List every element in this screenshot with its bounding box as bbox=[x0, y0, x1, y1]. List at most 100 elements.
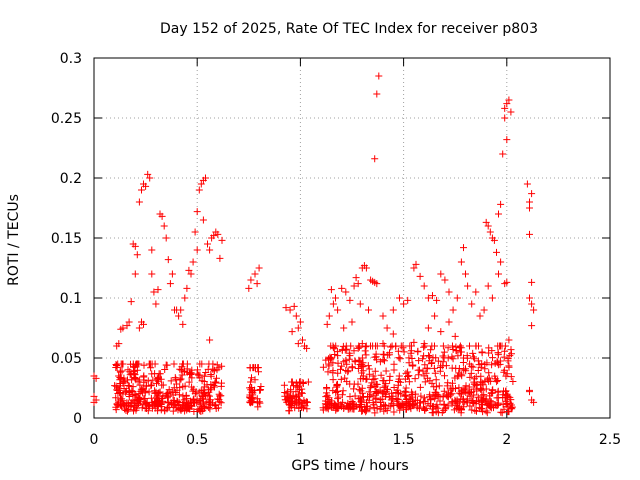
data-point bbox=[433, 296, 441, 304]
data-point bbox=[507, 404, 515, 412]
data-point bbox=[460, 395, 467, 403]
data-point bbox=[383, 386, 391, 394]
data-point bbox=[393, 400, 401, 408]
data-point bbox=[478, 405, 486, 413]
data-point bbox=[213, 374, 220, 382]
data-point bbox=[490, 236, 498, 244]
data-point bbox=[363, 375, 371, 383]
data-point bbox=[370, 403, 378, 411]
data-point bbox=[186, 369, 194, 377]
data-point bbox=[504, 357, 512, 365]
data-point bbox=[342, 367, 350, 374]
data-point bbox=[389, 392, 397, 400]
data-point bbox=[466, 402, 474, 410]
data-point bbox=[387, 343, 395, 351]
data-point bbox=[352, 274, 360, 282]
data-point bbox=[380, 351, 388, 359]
data-point bbox=[355, 386, 363, 394]
data-point bbox=[485, 374, 493, 382]
data-point bbox=[323, 384, 331, 391]
data-point bbox=[486, 228, 494, 236]
data-point bbox=[414, 347, 422, 355]
data-point bbox=[197, 387, 205, 395]
data-point bbox=[90, 392, 98, 400]
data-point bbox=[331, 351, 339, 358]
data-point bbox=[372, 350, 380, 358]
data-point bbox=[365, 370, 373, 378]
data-point bbox=[467, 369, 475, 377]
data-point bbox=[449, 306, 457, 314]
data-point bbox=[342, 342, 350, 350]
data-point bbox=[435, 382, 443, 390]
data-point bbox=[365, 306, 372, 314]
data-point bbox=[371, 367, 379, 375]
data-point bbox=[431, 369, 439, 377]
data-point bbox=[451, 332, 459, 340]
data-point bbox=[502, 397, 510, 405]
data-point bbox=[406, 342, 414, 350]
data-point bbox=[367, 391, 375, 399]
data-point bbox=[508, 403, 516, 411]
data-point bbox=[485, 402, 493, 410]
data-point bbox=[217, 382, 225, 390]
data-point bbox=[215, 364, 223, 372]
data-point bbox=[338, 362, 346, 370]
data-point bbox=[485, 369, 493, 377]
data-point bbox=[448, 390, 456, 398]
data-point bbox=[421, 378, 429, 386]
x-axis-title: GPS time / hours bbox=[291, 458, 408, 474]
data-point bbox=[123, 322, 131, 330]
data-point bbox=[206, 246, 214, 254]
data-point bbox=[373, 280, 381, 288]
data-point bbox=[452, 401, 460, 409]
data-point bbox=[206, 405, 214, 413]
data-point bbox=[432, 408, 440, 416]
data-point bbox=[443, 382, 451, 390]
data-point bbox=[503, 370, 511, 378]
data-point bbox=[298, 389, 306, 397]
data-point bbox=[214, 230, 222, 238]
x-tick-label: 0.5 bbox=[186, 432, 208, 448]
data-point bbox=[462, 367, 470, 375]
data-point bbox=[133, 251, 141, 259]
data-point bbox=[166, 280, 174, 288]
data-point bbox=[394, 389, 402, 397]
x-tick-label: 2 bbox=[502, 432, 511, 448]
data-point bbox=[461, 385, 469, 393]
data-point bbox=[371, 409, 379, 417]
data-point bbox=[411, 375, 419, 383]
y-tick-label: 0.15 bbox=[51, 231, 82, 247]
data-point bbox=[457, 387, 465, 395]
data-point bbox=[178, 371, 186, 379]
data-point bbox=[494, 342, 502, 350]
data-point bbox=[112, 382, 120, 390]
data-point bbox=[444, 344, 452, 352]
data-point bbox=[125, 318, 133, 326]
data-point bbox=[404, 296, 412, 304]
data-point bbox=[416, 366, 423, 374]
data-point bbox=[299, 380, 307, 387]
data-point bbox=[132, 376, 140, 384]
data-point bbox=[245, 284, 253, 292]
data-point bbox=[345, 355, 353, 363]
data-point bbox=[492, 375, 500, 383]
data-point bbox=[460, 403, 468, 411]
data-point bbox=[382, 367, 390, 375]
data-point bbox=[196, 371, 204, 379]
data-point bbox=[485, 349, 493, 357]
data-point bbox=[415, 357, 423, 365]
data-point bbox=[466, 392, 474, 400]
data-point bbox=[143, 398, 151, 406]
data-point bbox=[424, 324, 432, 332]
data-point bbox=[159, 381, 167, 389]
y-tick-label: 0.2 bbox=[60, 171, 82, 187]
data-point bbox=[503, 278, 511, 286]
data-point bbox=[210, 366, 218, 374]
data-point bbox=[141, 389, 149, 397]
data-point bbox=[169, 391, 177, 399]
data-point bbox=[491, 401, 499, 409]
data-point bbox=[185, 266, 193, 274]
data-point bbox=[337, 375, 345, 383]
data-point bbox=[162, 234, 170, 242]
data-point bbox=[342, 356, 350, 364]
